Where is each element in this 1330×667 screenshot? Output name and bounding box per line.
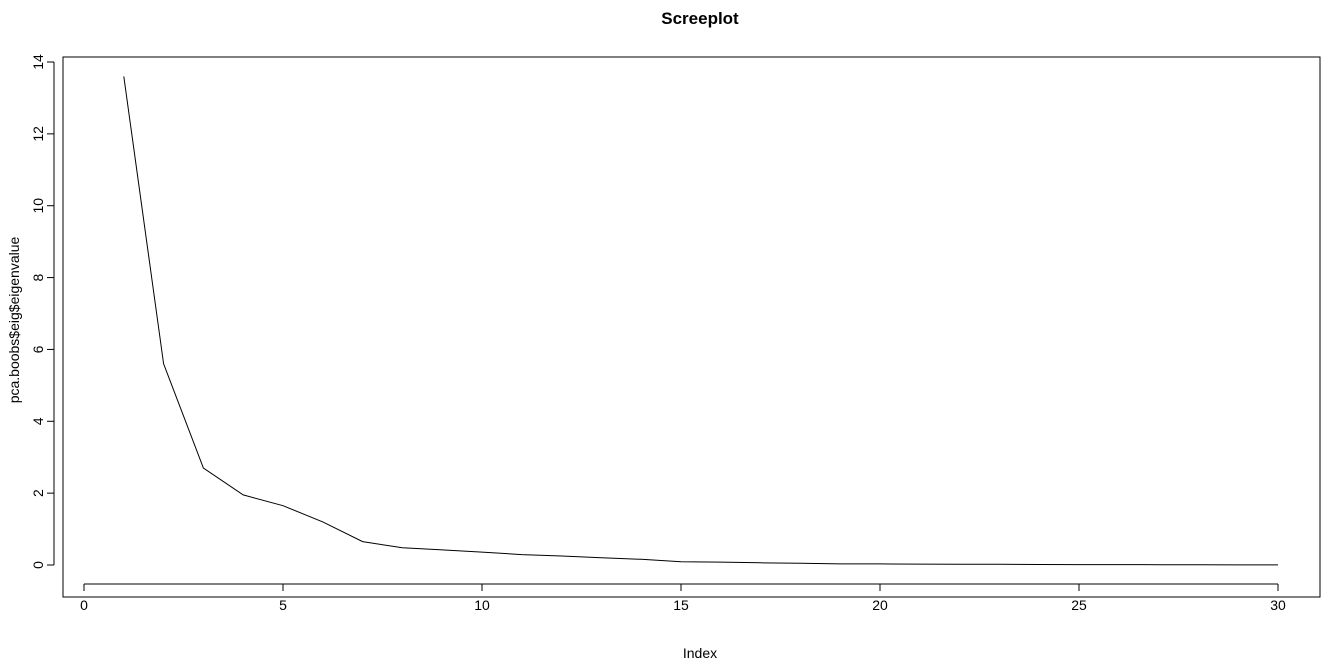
y-tick-label: 14 xyxy=(30,54,46,70)
y-tick-label: 6 xyxy=(30,345,46,353)
y-tick-label: 2 xyxy=(30,489,46,497)
y-axis-label: pca.boobs$eig$eigenvalue xyxy=(6,236,22,403)
x-tick-label: 15 xyxy=(673,597,689,613)
x-tick-label: 5 xyxy=(279,597,287,613)
y-tick-label: 10 xyxy=(30,198,46,214)
x-tick-label: 0 xyxy=(80,597,88,613)
x-tick-label: 25 xyxy=(1071,597,1087,613)
y-tick-label: 8 xyxy=(30,273,46,281)
y-tick-label: 12 xyxy=(30,126,46,142)
x-axis-label: Index xyxy=(683,645,717,661)
plot-frame xyxy=(62,56,1321,598)
y-tick-label: 4 xyxy=(30,417,46,425)
chart-title: Screeplot xyxy=(661,9,739,28)
y-tick-label: 0 xyxy=(30,561,46,569)
x-axis: 0 5 10 15 20 25 30 xyxy=(80,583,1286,613)
x-tick-label: 30 xyxy=(1270,597,1286,613)
x-tick-label: 20 xyxy=(872,597,888,613)
y-axis: 0 2 4 6 8 10 12 14 xyxy=(30,54,55,569)
eigenvalue-line xyxy=(123,76,1278,566)
x-tick-label: 10 xyxy=(474,597,490,613)
